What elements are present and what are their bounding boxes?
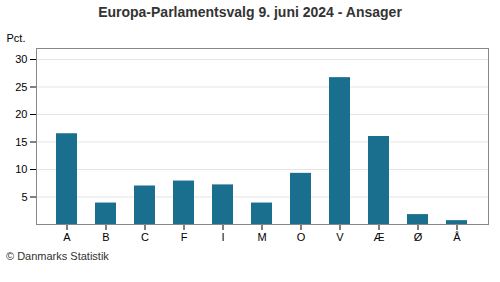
svg-text:O: O	[297, 231, 306, 243]
svg-text:I: I	[221, 231, 224, 243]
html-text:Europa-Parlamentsvalg 9. juni: Europa-Parlamentsvalg 9. juni 2024 - Ans…	[98, 4, 402, 20]
svg-text:V: V	[336, 231, 344, 243]
svg-text:Ø: Ø	[414, 231, 423, 243]
svg-text:A: A	[63, 231, 71, 243]
svg-text:20: 20	[15, 108, 27, 120]
svg-text:5: 5	[21, 191, 27, 203]
svg-text:C: C	[141, 231, 149, 243]
svg-text:10: 10	[15, 163, 27, 175]
svg-text:F: F	[181, 231, 188, 243]
svg-text:15: 15	[15, 136, 27, 148]
svg-text:30: 30	[15, 53, 27, 65]
svg-text:Pct.: Pct.	[7, 32, 26, 44]
html-text:© Danmarks Statistik: © Danmarks Statistik	[6, 250, 109, 262]
svg-text:Æ: Æ	[374, 231, 385, 243]
svg-text:Å: Å	[453, 231, 461, 243]
svg-text:B: B	[102, 231, 109, 243]
svg-text:M: M	[257, 231, 266, 243]
svg-text:25: 25	[15, 81, 27, 93]
